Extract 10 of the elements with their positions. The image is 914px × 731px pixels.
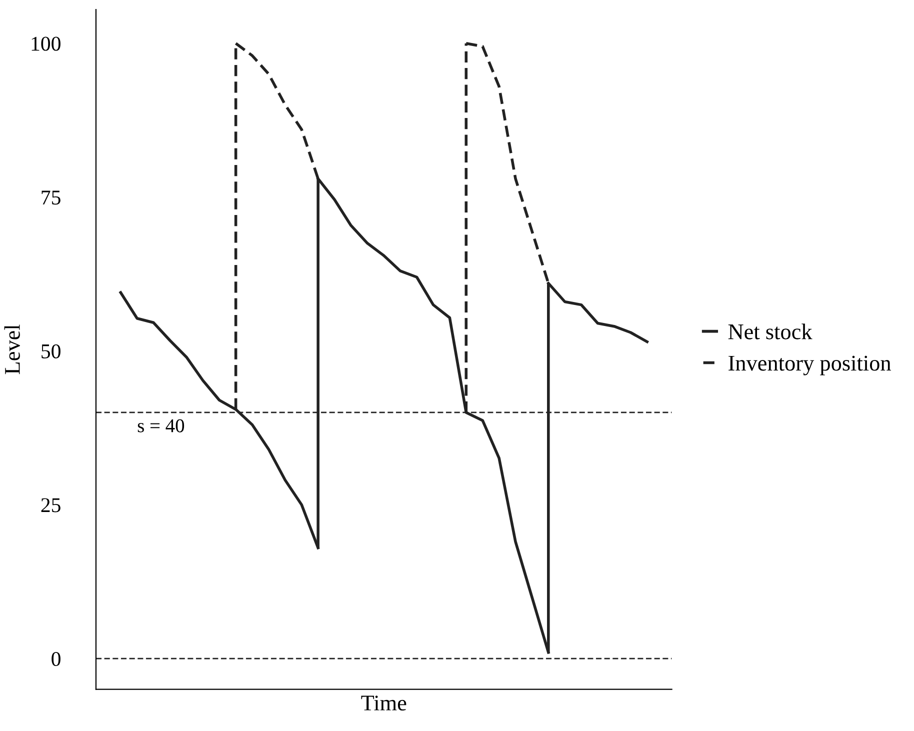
ref-line-label: s = 40 [138,419,184,432]
y-axis-title: Level [4,324,20,374]
y-tick-label: 100 [32,36,60,51]
x-axis-title: Time [361,696,406,711]
legend-label: Net stock [728,324,812,340]
y-tick-label: 25 [41,498,60,512]
legend-label: Inventory position [728,356,891,376]
y-tick-label: 0 [52,652,60,666]
y-tick-label: 75 [42,190,60,205]
y-tick-label: 50 [42,344,60,358]
